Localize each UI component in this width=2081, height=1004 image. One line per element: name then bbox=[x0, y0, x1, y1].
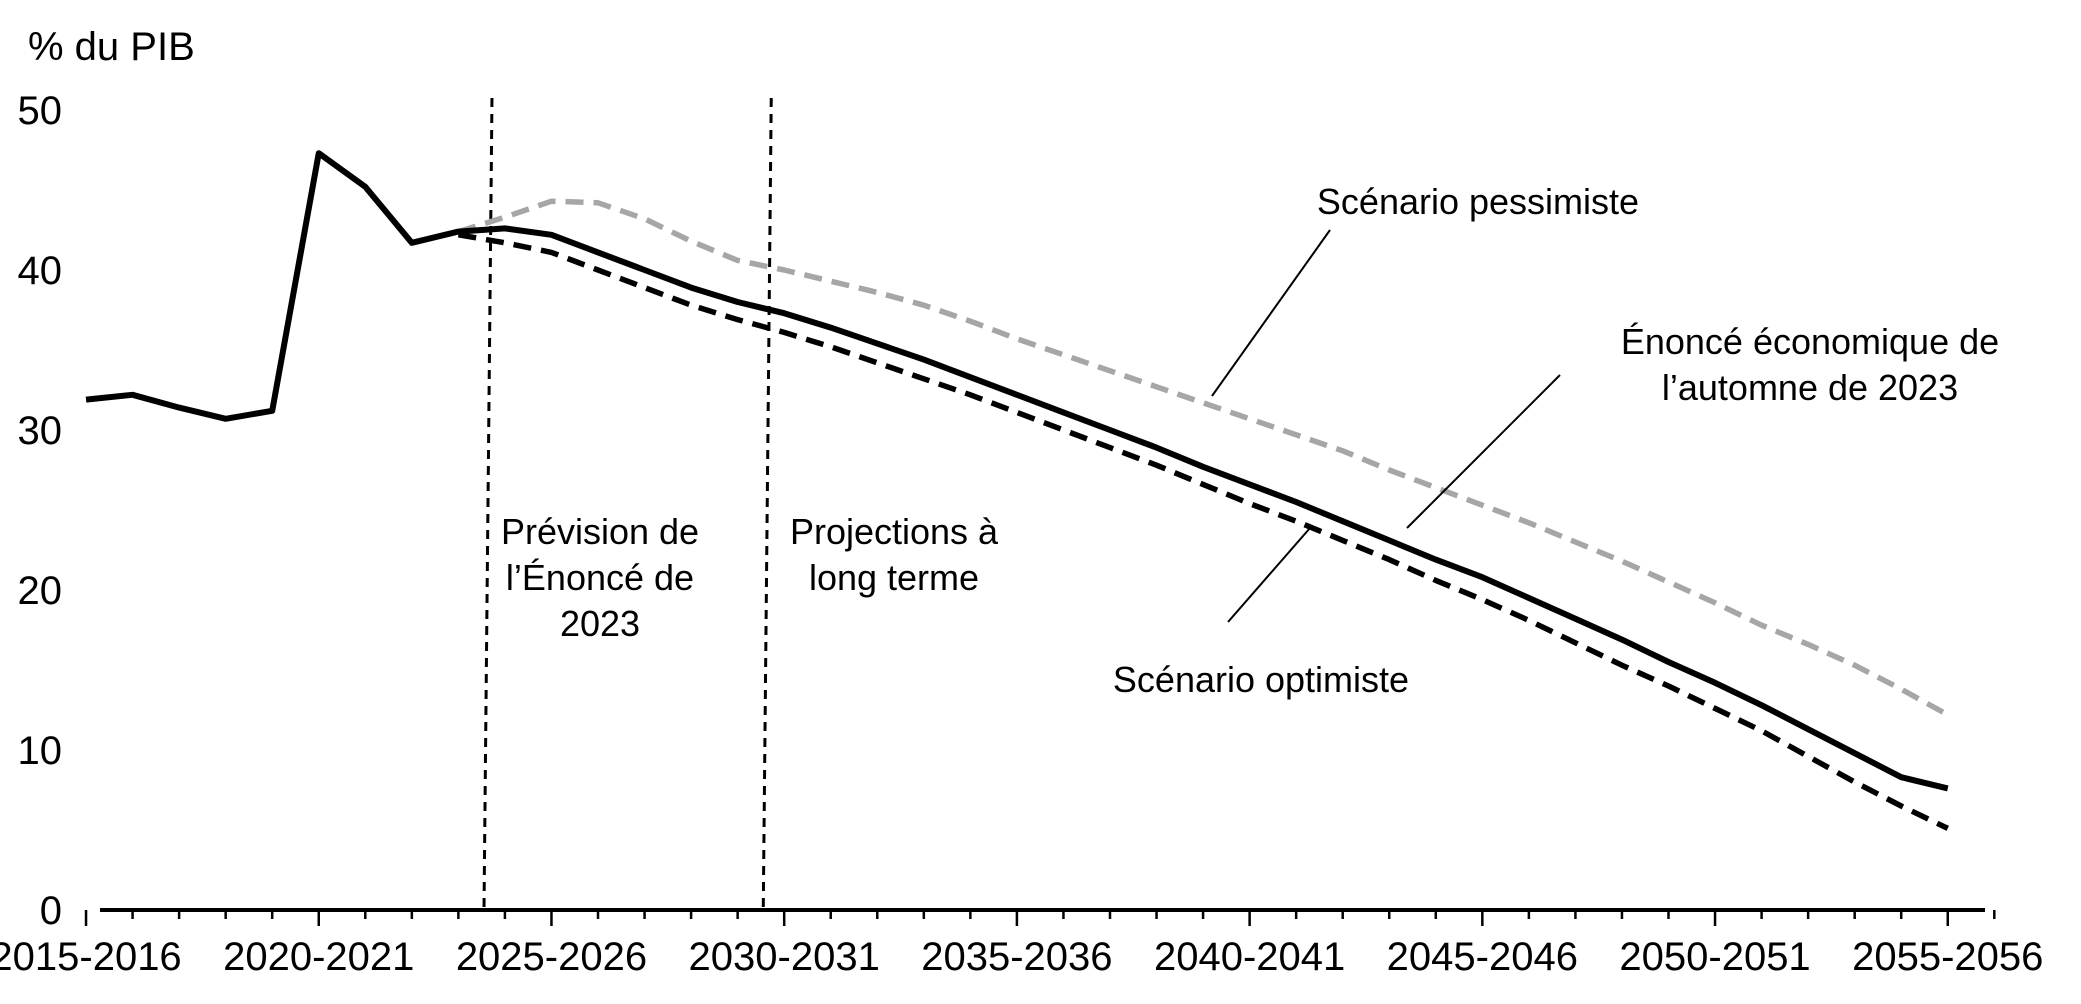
x-tick-label: 2015-2016 bbox=[0, 935, 182, 979]
x-tick-label: 2035-2036 bbox=[921, 935, 1112, 979]
x-tick-label: 2045-2046 bbox=[1387, 935, 1578, 979]
x-tick-label: 2040-2041 bbox=[1154, 935, 1345, 979]
pessimistic-leader-line bbox=[1211, 229, 1331, 397]
y-tick-label: 0 bbox=[40, 889, 62, 933]
series-lines bbox=[85, 150, 1950, 831]
y-tick-label: 50 bbox=[18, 89, 63, 133]
x-tick-label: 2030-2031 bbox=[689, 935, 880, 979]
fes2023-label: Énoncé économique de l’automne de 2023 bbox=[1621, 321, 1999, 408]
period-divider-line bbox=[482, 97, 494, 911]
x-tick-label: 2055-2056 bbox=[1852, 935, 2043, 979]
series-line bbox=[457, 232, 1949, 831]
series-line bbox=[85, 150, 1949, 792]
pessimistic-scenario-label: Scénario pessimiste bbox=[1317, 181, 1639, 222]
forecast-period-label: Prévision de l’Énoncé de 2023 bbox=[501, 511, 699, 644]
x-tick-label: 2025-2026 bbox=[456, 935, 647, 979]
period-dividers bbox=[482, 97, 773, 911]
projections-period-label: Projections à long terme bbox=[790, 511, 999, 598]
annotation-leaders bbox=[1211, 229, 1561, 623]
series-annotations: Scénario pessimiste Énoncé économique de l… bbox=[1113, 181, 1999, 700]
y-tick-label: 30 bbox=[18, 409, 63, 453]
optimistic-scenario-label: Scénario optimiste bbox=[1113, 659, 1409, 700]
x-tick-label: 2020-2021 bbox=[223, 935, 414, 979]
series-line bbox=[457, 198, 1950, 718]
y-axis: 0 10 20 30 40 50 bbox=[18, 89, 63, 933]
x-axis: 2015-2016 2020-2021 2025-2026 2030-2031 2035… bbox=[0, 908, 2043, 979]
y-axis-unit-label: % du PIB bbox=[28, 25, 195, 69]
period-labels: Prévision de l’Énoncé de 2023 Projections à… bbox=[501, 511, 999, 644]
optimistic-leader-line bbox=[1227, 527, 1311, 623]
y-tick-label: 20 bbox=[18, 569, 63, 613]
y-tick-label: 10 bbox=[18, 729, 63, 773]
y-tick-label: 40 bbox=[18, 249, 63, 293]
x-tick-label: 2050-2051 bbox=[1619, 935, 1810, 979]
fes2023-leader-line bbox=[1406, 374, 1561, 529]
period-divider-line bbox=[761, 97, 773, 911]
